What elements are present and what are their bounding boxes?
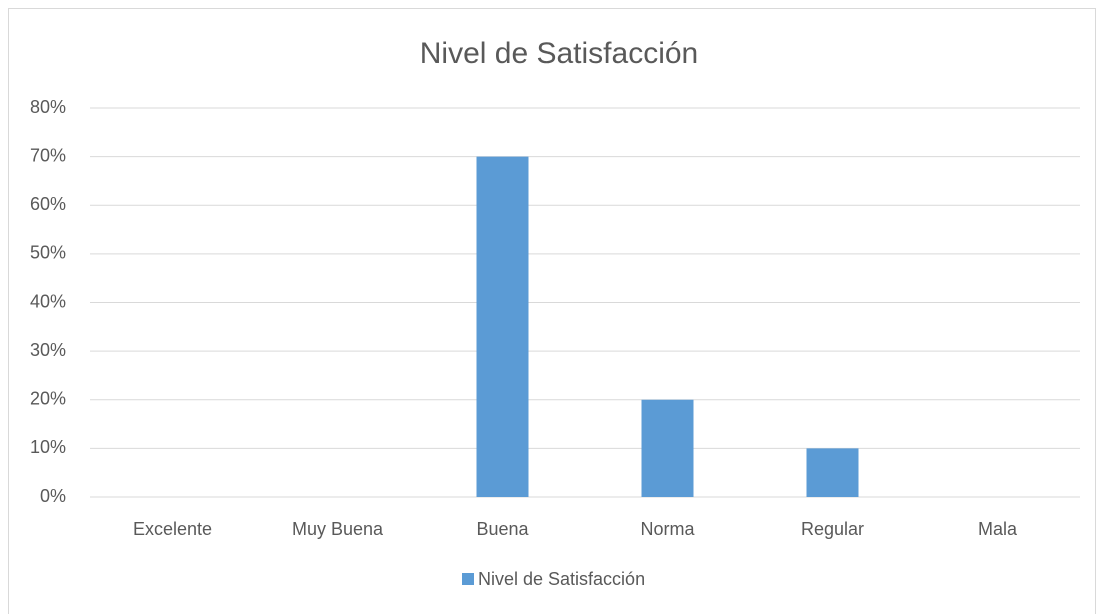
y-tick-label: 20% xyxy=(30,389,66,409)
y-tick-label: 50% xyxy=(30,243,66,263)
y-tick-label: 70% xyxy=(30,145,66,165)
bar xyxy=(476,156,529,497)
x-tick-label: Muy Buena xyxy=(292,519,384,539)
y-tick-label: 0% xyxy=(40,486,66,506)
chart-border xyxy=(8,8,1096,614)
y-tick-label: 10% xyxy=(30,437,66,457)
y-tick-label: 60% xyxy=(30,194,66,214)
legend-label: Nivel de Satisfacción xyxy=(478,569,645,589)
chart-title: Nivel de Satisfacción xyxy=(420,37,698,70)
y-tick-label: 30% xyxy=(30,340,66,360)
y-tick-label: 80% xyxy=(30,97,66,117)
bar xyxy=(806,448,859,497)
x-tick-label: Norma xyxy=(640,519,695,539)
x-tick-label: Buena xyxy=(476,519,529,539)
legend-swatch xyxy=(462,573,474,585)
x-tick-label: Excelente xyxy=(133,519,212,539)
x-tick-label: Regular xyxy=(801,519,864,539)
bar xyxy=(641,399,694,497)
y-tick-label: 40% xyxy=(30,291,66,311)
x-tick-label: Mala xyxy=(978,519,1018,539)
